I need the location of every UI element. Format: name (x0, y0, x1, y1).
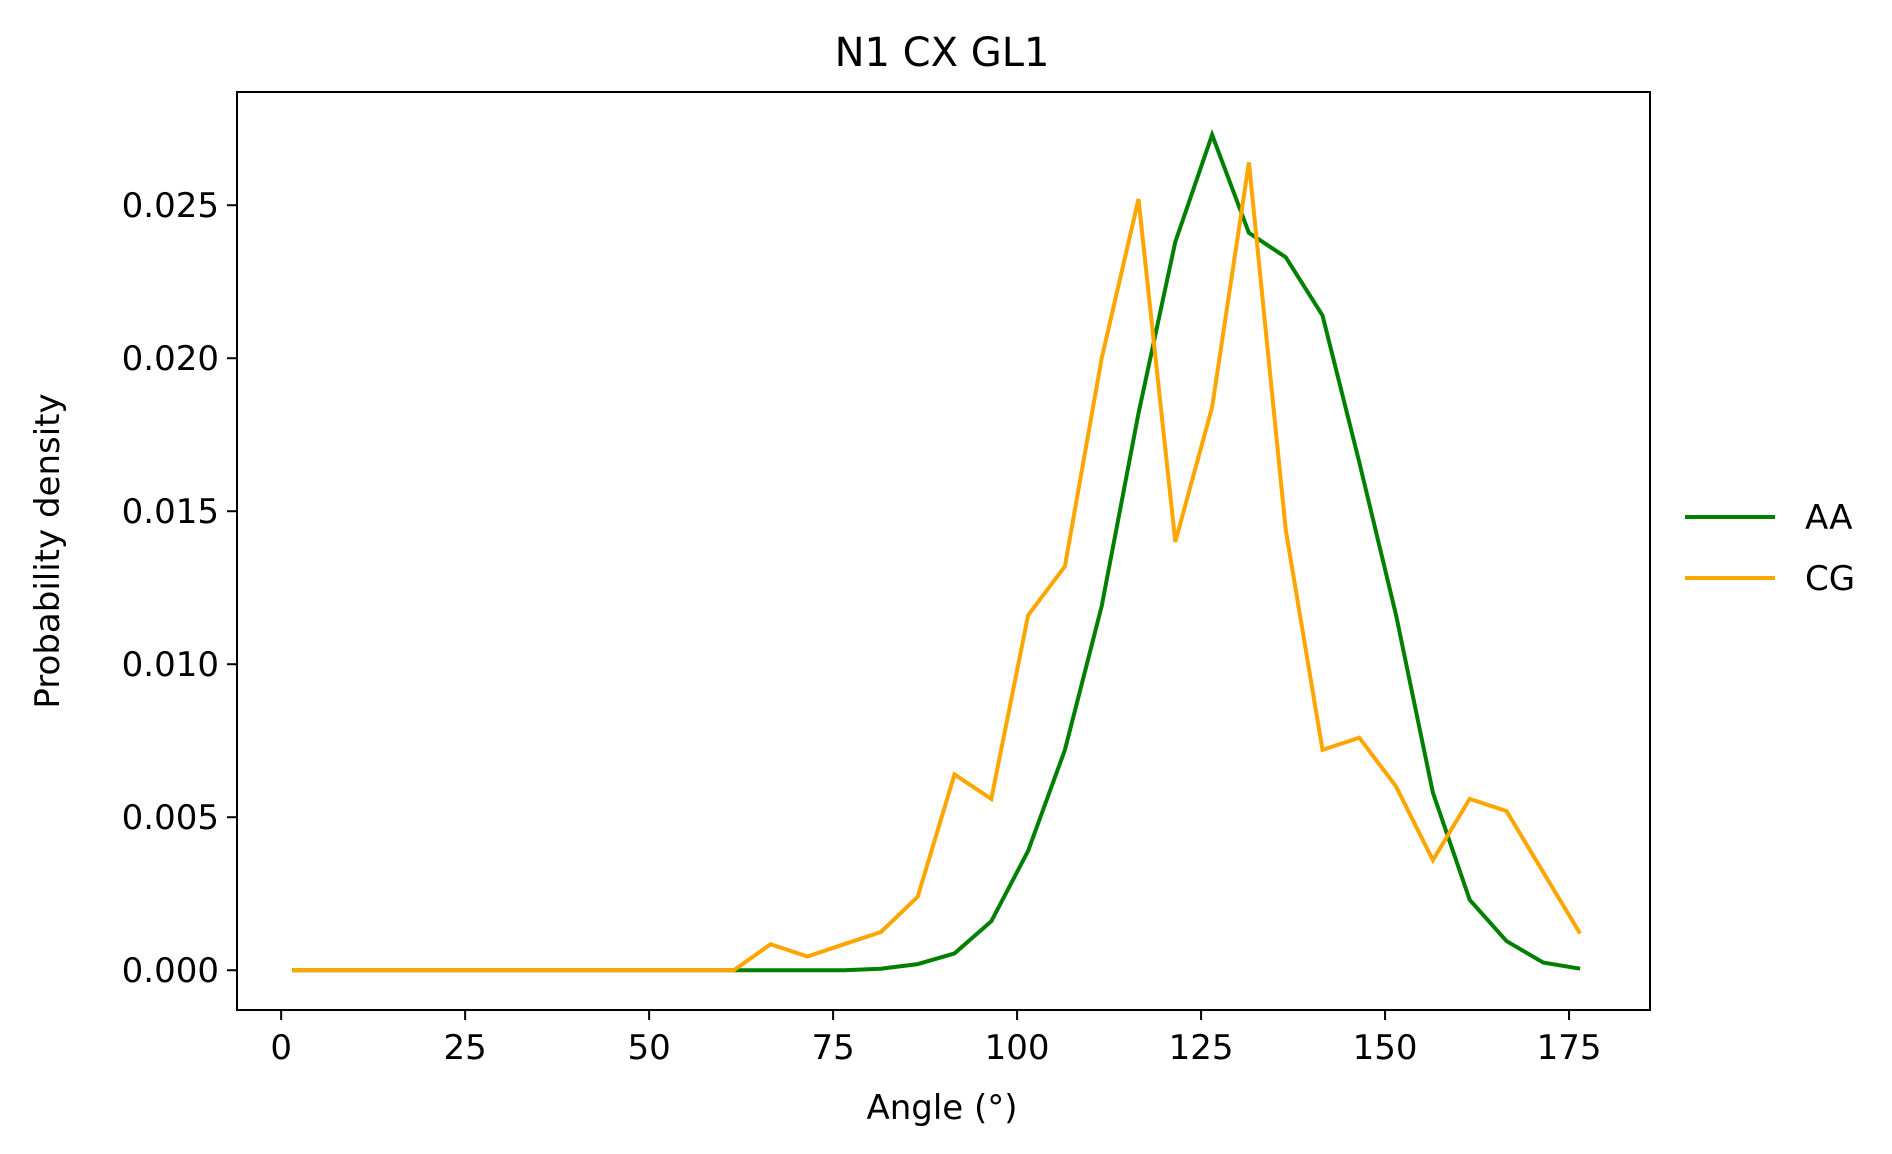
legend-label-aa: AA (1805, 498, 1852, 538)
x-tick-label: 175 (1537, 1028, 1602, 1068)
plot-lines (292, 128, 1582, 973)
x-tick-label: 75 (811, 1028, 854, 1068)
chart-title: N1 CX GL1 (835, 30, 1050, 76)
x-tick-label: 25 (444, 1028, 487, 1068)
y-tick-label: 0.000 (122, 951, 219, 991)
x-tick-label: 150 (1353, 1028, 1418, 1068)
series-line-cg (292, 162, 1582, 973)
x-axis-ticks: 0 25 50 75 100 125 150 175 (270, 1010, 1602, 1068)
y-tick-label: 0.015 (122, 492, 219, 532)
y-axis-label: Probability density (28, 393, 68, 708)
y-tick-label: 0.020 (122, 339, 219, 379)
y-tick-label: 0.025 (122, 186, 219, 226)
legend-label-cg: CG (1805, 559, 1855, 599)
y-tick-label: 0.005 (122, 798, 219, 838)
x-axis-label: Angle (°) (866, 1088, 1017, 1128)
x-tick-label: 50 (627, 1028, 670, 1068)
y-axis-ticks: 0.000 0.005 0.010 0.015 0.020 0.025 (122, 186, 237, 991)
x-tick-label: 100 (985, 1028, 1050, 1068)
legend: AA CG (1685, 498, 1855, 599)
x-tick-label: 125 (1169, 1028, 1234, 1068)
x-tick-label: 0 (270, 1028, 292, 1068)
plot-area-frame (236, 91, 1651, 1011)
y-tick-label: 0.010 (122, 645, 219, 685)
